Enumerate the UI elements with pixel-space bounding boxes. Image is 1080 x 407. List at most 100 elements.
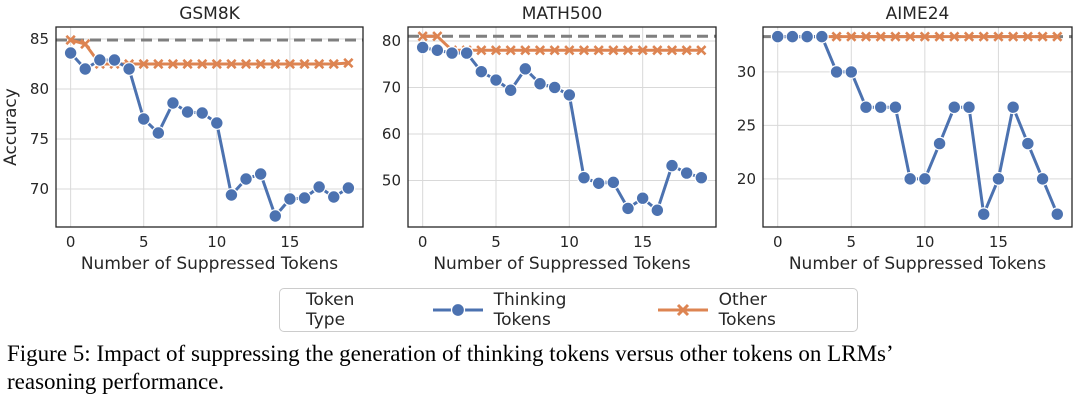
x-axis-label: Number of Suppressed Tokens bbox=[789, 254, 1046, 274]
point-other-tokens bbox=[905, 31, 916, 42]
chart-panels: 0 5 10 15 70 75 80 85 GSM8K Number of Suppressed … bbox=[1, 4, 1073, 274]
point-thinking-tokens bbox=[326, 190, 341, 204]
point-thinking-tokens bbox=[253, 167, 268, 181]
legend-title: Token Type bbox=[306, 290, 355, 330]
point-thinking-tokens bbox=[814, 29, 829, 44]
point-thinking-tokens bbox=[92, 53, 107, 67]
point-thinking-tokens bbox=[577, 170, 591, 185]
point-other-tokens bbox=[549, 45, 560, 56]
point-other-tokens bbox=[666, 45, 678, 56]
chart-panel-math500: 0 5 10 15 50 60 70 80 MATH500 Number of Suppresse… bbox=[382, 4, 717, 274]
point-other-tokens bbox=[476, 45, 487, 56]
point-thinking-tokens bbox=[1020, 136, 1035, 151]
point-other-tokens bbox=[622, 45, 634, 56]
point-other-tokens bbox=[240, 58, 252, 70]
point-thinking-tokens bbox=[888, 100, 903, 115]
point-other-tokens bbox=[578, 45, 590, 56]
point-thinking-tokens bbox=[635, 191, 650, 206]
legend-entry-thinking: Thinking Tokens bbox=[431, 290, 626, 330]
point-thinking-tokens bbox=[180, 105, 195, 119]
x-tick-label: 15 bbox=[280, 233, 299, 251]
legend-entry-other: Other Tokens bbox=[656, 290, 827, 330]
chart-panel-gsm8k: 0 5 10 15 70 75 80 85 GSM8K Number of Suppressed … bbox=[1, 4, 364, 274]
point-other-tokens bbox=[197, 58, 208, 70]
point-other-tokens bbox=[831, 31, 842, 42]
caption-line-1: Figure 5: Impact of suppressing the gene… bbox=[7, 341, 894, 366]
point-thinking-tokens bbox=[650, 203, 665, 218]
point-thinking-tokens bbox=[770, 29, 785, 44]
point-thinking-tokens bbox=[844, 65, 859, 79]
point-thinking-tokens bbox=[283, 192, 297, 206]
point-thinking-tokens bbox=[679, 166, 694, 180]
point-thinking-tokens bbox=[445, 46, 459, 60]
chart-title: MATH500 bbox=[522, 4, 603, 24]
point-thinking-tokens bbox=[136, 112, 151, 126]
point-thinking-tokens bbox=[621, 201, 635, 216]
point-thinking-tokens bbox=[63, 46, 78, 60]
y-tick-label: 20 bbox=[737, 170, 756, 188]
point-other-tokens bbox=[637, 45, 648, 56]
point-thinking-tokens bbox=[122, 62, 136, 76]
x-tick-label: 5 bbox=[491, 233, 501, 251]
point-other-tokens bbox=[80, 38, 91, 50]
point-thinking-tokens bbox=[415, 40, 430, 55]
point-other-tokens bbox=[299, 58, 310, 70]
y-tick-label: 75 bbox=[30, 130, 49, 148]
point-thinking-tokens bbox=[606, 175, 621, 190]
point-thinking-tokens bbox=[873, 100, 888, 115]
point-other-tokens bbox=[138, 58, 149, 70]
point-thinking-tokens bbox=[562, 88, 577, 102]
x-tick-label: 10 bbox=[560, 233, 579, 251]
point-other-tokens bbox=[860, 31, 872, 42]
point-other-tokens bbox=[934, 31, 945, 42]
point-other-tokens bbox=[270, 58, 281, 70]
chart-title: GSM8K bbox=[179, 4, 240, 24]
point-other-tokens bbox=[1022, 31, 1033, 42]
point-thinking-tokens bbox=[297, 191, 312, 205]
point-other-tokens bbox=[875, 31, 886, 42]
point-thinking-tokens bbox=[268, 209, 283, 223]
point-other-tokens bbox=[608, 45, 619, 56]
point-other-tokens bbox=[534, 45, 546, 56]
y-tick-label: 80 bbox=[30, 80, 49, 98]
point-other-tokens bbox=[255, 58, 266, 70]
point-thinking-tokens bbox=[591, 176, 606, 191]
y-tick-label: 70 bbox=[30, 180, 49, 198]
point-thinking-tokens bbox=[800, 29, 815, 44]
x-tick-label: 0 bbox=[418, 233, 428, 251]
legend-label-thinking: Thinking Tokens bbox=[493, 290, 567, 330]
point-other-tokens bbox=[182, 58, 193, 70]
point-thinking-tokens bbox=[947, 100, 962, 115]
point-other-tokens bbox=[949, 31, 960, 42]
point-other-tokens bbox=[1037, 31, 1048, 42]
point-thinking-tokens bbox=[459, 46, 474, 60]
point-thinking-tokens bbox=[107, 53, 122, 67]
point-thinking-tokens bbox=[962, 100, 976, 115]
y-tick-label: 50 bbox=[382, 171, 401, 189]
point-thinking-tokens bbox=[341, 181, 356, 195]
caption-line-2: reasoning performance. bbox=[7, 369, 225, 394]
x-tick-label: 5 bbox=[139, 233, 149, 251]
point-thinking-tokens bbox=[518, 61, 533, 76]
point-thinking-tokens bbox=[1006, 100, 1021, 115]
point-other-tokens bbox=[490, 45, 502, 56]
chart-title: AIME24 bbox=[886, 4, 950, 24]
point-other-tokens bbox=[963, 31, 975, 42]
point-thinking-tokens bbox=[976, 207, 991, 222]
point-thinking-tokens bbox=[430, 43, 445, 58]
x-tick-label: 10 bbox=[207, 233, 226, 251]
x-tick-label: 5 bbox=[847, 233, 857, 251]
point-thinking-tokens bbox=[489, 73, 503, 87]
point-other-tokens bbox=[993, 31, 1004, 42]
axes-frame bbox=[762, 26, 1073, 228]
series-line-thinking-tokens bbox=[422, 46, 702, 212]
y-tick-label: 30 bbox=[737, 63, 756, 81]
point-thinking-tokens bbox=[474, 64, 489, 79]
point-thinking-tokens bbox=[503, 83, 518, 98]
point-thinking-tokens bbox=[917, 171, 932, 186]
point-other-tokens bbox=[520, 45, 531, 56]
axes-frame bbox=[55, 26, 364, 228]
x-axis-label: Number of Suppressed Tokens bbox=[81, 254, 338, 274]
point-thinking-tokens bbox=[151, 126, 166, 140]
point-thinking-tokens bbox=[78, 62, 93, 76]
